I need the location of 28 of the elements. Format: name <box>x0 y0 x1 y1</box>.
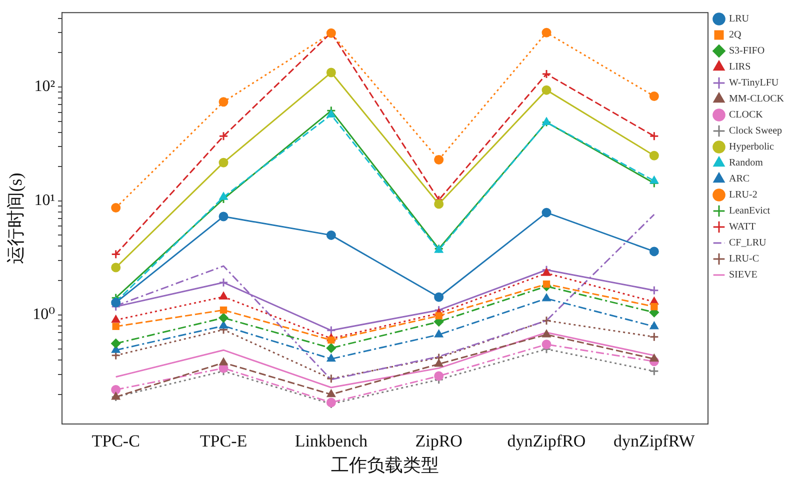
legend-label: ARC <box>728 174 750 185</box>
x-tick-label: dynZipfRW <box>614 432 696 451</box>
legend-label: MM-CLOCK <box>728 94 785 105</box>
legend-label: LRU-C <box>728 254 760 265</box>
y-tick-label: 10¹ <box>34 192 56 210</box>
legend-label: Random <box>728 158 764 169</box>
x-axis-title: 工作负载类型 <box>331 454 440 475</box>
y-tick-label: 10² <box>34 78 56 96</box>
legend-label: WATT <box>728 222 756 233</box>
legend-label: LRU <box>728 14 750 25</box>
legend-label: 2Q <box>728 30 742 41</box>
y-tick-label: 10⁰ <box>32 306 56 324</box>
x-tick-label: TPC-E <box>200 432 248 451</box>
x-tick-label: TPC-C <box>92 432 140 451</box>
x-tick-label: dynZipfRO <box>507 432 586 451</box>
legend-label: SIEVE <box>728 270 758 281</box>
y-axis-title: 运行时间(s) <box>6 172 26 264</box>
legend-label: CF_LRU <box>728 238 768 249</box>
legend-label: S3-FIFO <box>728 46 765 57</box>
legend-label: LIRS <box>728 62 751 73</box>
legend-label: LRU-2 <box>728 190 758 201</box>
legend-label: Clock Sweep <box>728 126 782 137</box>
legend-label: W-TinyLFU <box>728 78 780 89</box>
legend-label: Hyperbolic <box>728 142 775 153</box>
legend-label: LeanEvict <box>728 206 770 217</box>
legend-label: CLOCK <box>728 110 764 121</box>
x-tick-label: Linkbench <box>294 432 368 451</box>
x-tick-label: ZipRO <box>415 432 462 451</box>
